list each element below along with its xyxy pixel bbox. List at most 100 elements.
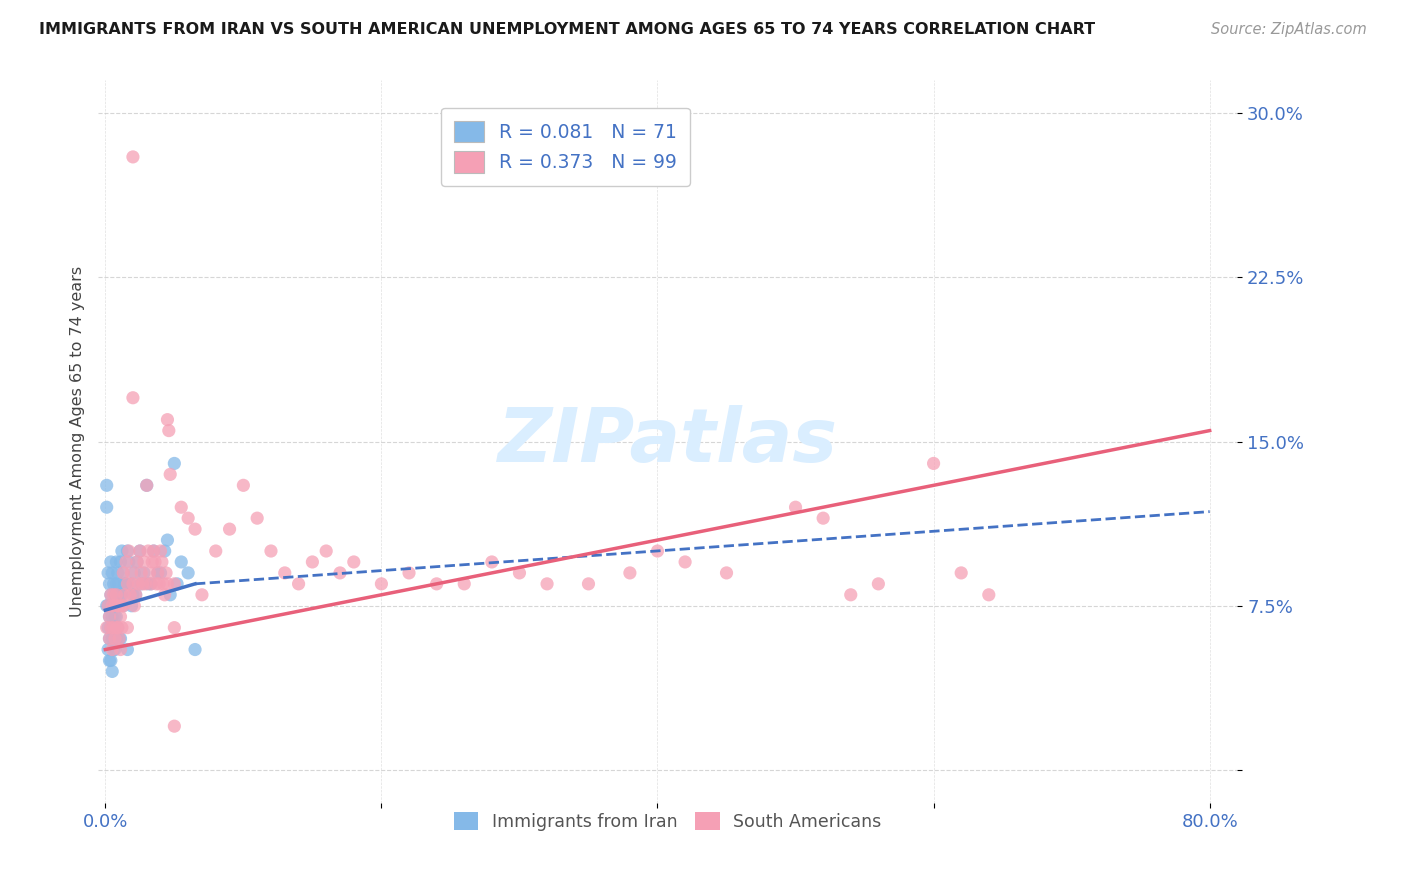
Point	[132, 555, 155, 569]
Point	[398, 566, 420, 580]
Point	[110, 642, 132, 657]
Point	[104, 642, 127, 657]
Point	[105, 588, 128, 602]
Point	[117, 544, 139, 558]
Point	[785, 500, 807, 515]
Point	[108, 632, 131, 646]
Point	[163, 719, 186, 733]
Point	[163, 577, 186, 591]
Point	[157, 424, 180, 438]
Point	[150, 555, 173, 569]
Point	[536, 577, 558, 591]
Point	[135, 478, 157, 492]
Point	[100, 588, 122, 602]
Text: IMMIGRANTS FROM IRAN VS SOUTH AMERICAN UNEMPLOYMENT AMONG AGES 65 TO 74 YEARS CO: IMMIGRANTS FROM IRAN VS SOUTH AMERICAN U…	[39, 22, 1095, 37]
Point	[103, 642, 125, 657]
Point	[125, 555, 148, 569]
Point	[329, 566, 352, 580]
Point	[125, 588, 148, 602]
Point	[118, 555, 141, 569]
Point	[98, 577, 121, 591]
Point	[98, 632, 121, 646]
Point	[104, 632, 127, 646]
Point	[121, 599, 143, 613]
Point	[156, 412, 179, 426]
Point	[343, 555, 366, 569]
Point	[146, 566, 169, 580]
Point	[100, 621, 122, 635]
Point	[100, 588, 122, 602]
Point	[155, 566, 177, 580]
Point	[96, 599, 118, 613]
Point	[97, 642, 120, 657]
Point	[97, 599, 120, 613]
Point	[111, 544, 134, 558]
Point	[131, 577, 153, 591]
Point	[170, 500, 193, 515]
Point	[96, 500, 118, 515]
Point	[163, 621, 186, 635]
Point	[139, 577, 162, 591]
Point	[117, 577, 139, 591]
Point	[111, 599, 134, 613]
Point	[107, 621, 129, 635]
Point	[177, 566, 200, 580]
Point	[115, 577, 138, 591]
Point	[647, 544, 669, 558]
Point	[191, 588, 214, 602]
Point	[105, 621, 128, 635]
Point	[578, 577, 600, 591]
Point	[114, 577, 136, 591]
Text: ZIPatlas: ZIPatlas	[498, 405, 838, 478]
Point	[260, 544, 283, 558]
Point	[246, 511, 269, 525]
Point	[104, 599, 127, 613]
Point	[135, 478, 157, 492]
Point	[110, 555, 132, 569]
Point	[122, 588, 145, 602]
Point	[129, 566, 152, 580]
Point	[136, 544, 159, 558]
Point	[153, 588, 176, 602]
Point	[107, 599, 129, 613]
Point	[101, 609, 124, 624]
Point	[184, 642, 207, 657]
Point	[104, 588, 127, 602]
Point	[96, 621, 118, 635]
Point	[97, 621, 120, 635]
Point	[156, 577, 179, 591]
Point	[370, 577, 392, 591]
Point	[149, 566, 172, 580]
Point	[950, 566, 973, 580]
Point	[103, 577, 125, 591]
Point	[132, 566, 155, 580]
Point	[121, 566, 143, 580]
Point	[105, 555, 128, 569]
Point	[115, 555, 138, 569]
Point	[508, 566, 530, 580]
Point	[112, 566, 135, 580]
Point	[868, 577, 890, 591]
Point	[111, 621, 134, 635]
Point	[118, 544, 141, 558]
Point	[673, 555, 696, 569]
Point	[138, 566, 160, 580]
Point	[125, 555, 148, 569]
Point	[98, 632, 121, 646]
Point	[124, 599, 146, 613]
Point	[122, 150, 145, 164]
Point	[159, 467, 181, 482]
Point	[153, 544, 176, 558]
Point	[453, 577, 475, 591]
Point	[128, 544, 150, 558]
Point	[117, 621, 139, 635]
Point	[100, 653, 122, 667]
Point	[101, 665, 124, 679]
Point	[156, 533, 179, 547]
Point	[977, 588, 1000, 602]
Point	[110, 588, 132, 602]
Point	[125, 588, 148, 602]
Point	[136, 577, 159, 591]
Point	[107, 621, 129, 635]
Point	[100, 555, 122, 569]
